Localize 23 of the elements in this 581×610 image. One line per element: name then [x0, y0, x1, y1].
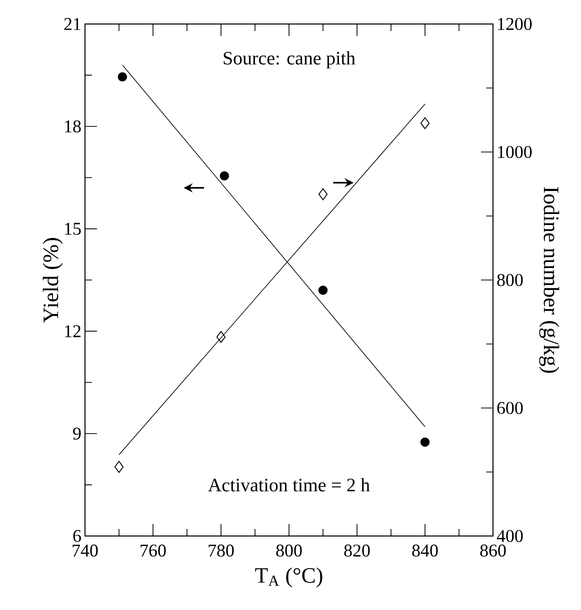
x-tick-label: 820 [344, 544, 370, 557]
y2-axis-title: Iodine number (g/kg) [539, 187, 560, 373]
x-tick-label: 860 [480, 544, 506, 557]
y-tick-label: 15 [65, 222, 81, 235]
x-tick-label: 840 [412, 544, 438, 557]
y-axis-title: Yield (%) [42, 238, 63, 323]
x-tick-label: 800 [276, 544, 302, 557]
y2-tick-label: 1200 [498, 18, 532, 30]
y-tick-label: 18 [65, 120, 81, 132]
y2-tick-label: 800 [497, 274, 523, 286]
x-tick-label: 760 [140, 544, 166, 557]
x-tick-label: 780 [208, 544, 234, 557]
annotation: Activation time = 2 h [208, 478, 370, 492]
y2-tick-label: 400 [496, 530, 523, 542]
y-tick-label: 9 [73, 428, 81, 440]
y2-tick-label: 600 [497, 402, 523, 414]
y-tick-label: 21 [64, 18, 80, 30]
annotation: Source: cane pith [224, 51, 356, 68]
y-tick-label: 6 [73, 530, 81, 542]
x-axis-title: T$_{A}$ (°C) [255, 567, 322, 588]
y-tick-label: 12 [65, 325, 80, 338]
x-tick-label: 740 [72, 544, 98, 557]
y2-tick-label: 1000 [498, 146, 532, 158]
